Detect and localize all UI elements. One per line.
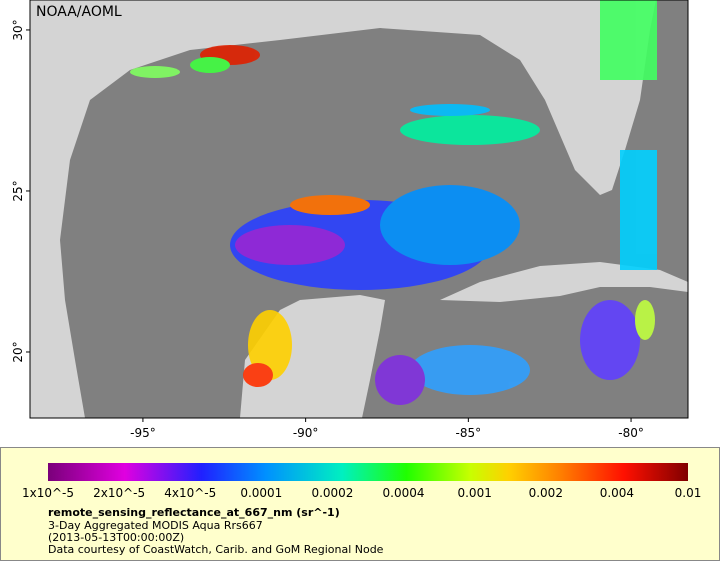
scale-label: 0.0004 (383, 486, 425, 500)
map: NOAA/AOML (30, 0, 688, 418)
legend-line: 3-Day Aggregated MODIS Aqua Rrs667 (48, 519, 263, 532)
legend-line: Data courtesy of CoastWatch, Carib. and … (48, 543, 384, 556)
lon-tick-label: -80° (618, 426, 644, 440)
map-frame (29, 0, 689, 419)
lon-tick-label: -90° (293, 426, 319, 440)
scale-label: 4x10^-5 (164, 486, 216, 500)
legend-title: remote_sensing_reflectance_at_667_nm (sr… (48, 506, 340, 519)
scale-label: 0.0002 (311, 486, 353, 500)
lat-tick-label: 30° (11, 19, 25, 40)
scale-label: 0.002 (529, 486, 563, 500)
lon-tick-label: -95° (130, 426, 156, 440)
lon-tick-label: -85° (456, 426, 482, 440)
lat-tick-label: 20° (11, 341, 25, 362)
credit: NOAA/AOML (36, 4, 122, 20)
color-bar (48, 463, 688, 481)
data-swaths (130, 0, 657, 405)
scale-label: 0.001 (457, 486, 491, 500)
cuba (440, 262, 688, 302)
scale-label: 2x10^-5 (93, 486, 145, 500)
scale-label: 0.0001 (240, 486, 282, 500)
scale-label: 0.004 (600, 486, 634, 500)
legend-line: (2013-05-13T00:00:00Z) (48, 531, 184, 544)
lat-tick-label: 25° (11, 180, 25, 201)
scale-label: 0.01 (675, 486, 702, 500)
scale-label: 1x10^-5 (22, 486, 74, 500)
